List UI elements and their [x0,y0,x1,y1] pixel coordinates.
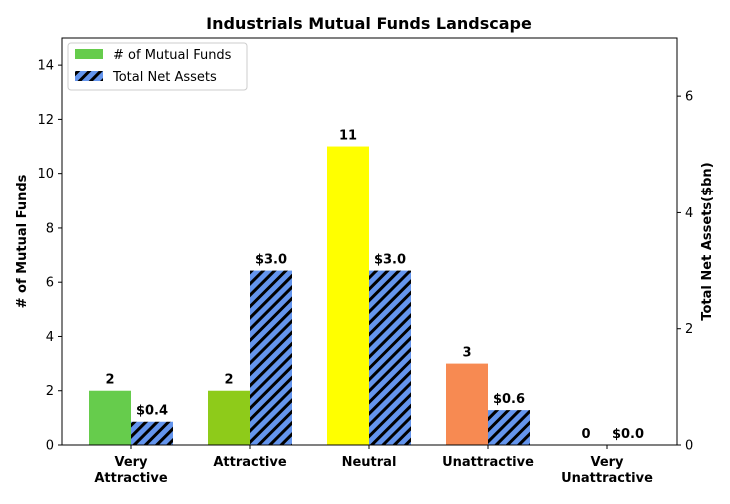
legend-label-net-assets: Total Net Assets [112,70,217,85]
bar-net-assets-3 [488,410,530,445]
y-tick-label-5: 10 [37,167,54,182]
data-label-net-assets-2: $3.0 [374,253,406,268]
bar-net-assets-2 [369,270,411,445]
bar-mutual-funds-0 [89,390,131,445]
y-tick-label-1: 2 [46,384,54,399]
y-tick-label-7: 14 [37,59,54,74]
legend-swatch-mutual-funds [75,49,103,59]
category-label-4-1: Unattractive [561,471,653,486]
y2-tick-label-0: 0 [685,439,693,454]
data-label-net-assets-0: $0.4 [136,404,168,419]
y2-tick-label-2: 4 [685,206,693,221]
category-label-3-0: Unattractive [442,455,534,470]
y-tick-label-2: 4 [46,330,54,345]
bar-mutual-funds-2 [327,146,369,446]
bar-mutual-funds-3 [446,363,488,445]
bar-net-assets-1 [250,270,292,445]
data-label-net-assets-3: $0.6 [493,392,525,407]
y-axis-label: # of Mutual Funds [15,174,30,308]
y2-tick-label-3: 6 [685,90,693,105]
data-label-net-assets-1: $3.0 [255,253,287,268]
data-label-net-assets-4: $0.0 [612,427,644,442]
category-label-0-0: Very [114,455,148,470]
category-label-4-0: Very [590,455,624,470]
y-tick-label-0: 0 [46,439,54,454]
bar-mutual-funds-1 [208,390,250,445]
chart-title: Industrials Mutual Funds Landscape [206,14,532,33]
y2-tick-label-1: 2 [685,322,693,337]
bar-net-assets-0 [131,421,173,445]
y-tick-label-4: 8 [46,221,54,236]
plot-area: 2$0.4VeryAttractive2$3.0Attractive11$3.0… [15,37,715,486]
data-label-mutual-funds-2: 11 [339,129,357,144]
category-label-1-0: Attractive [213,455,287,470]
legend-swatch-net-assets [75,71,103,81]
category-label-0-1: Attractive [94,471,168,486]
data-label-mutual-funds-0: 2 [105,373,114,388]
data-label-mutual-funds-4: 0 [581,427,590,442]
y-tick-label-6: 12 [37,113,54,128]
data-label-mutual-funds-3: 3 [462,346,471,361]
legend-label-mutual-funds: # of Mutual Funds [113,48,232,63]
data-label-mutual-funds-1: 2 [224,373,233,388]
y-tick-label-3: 6 [46,276,54,291]
legend-box [67,42,248,91]
category-label-2-0: Neutral [342,455,397,470]
y2-axis-label: Total Net Assets($bn) [700,162,715,320]
